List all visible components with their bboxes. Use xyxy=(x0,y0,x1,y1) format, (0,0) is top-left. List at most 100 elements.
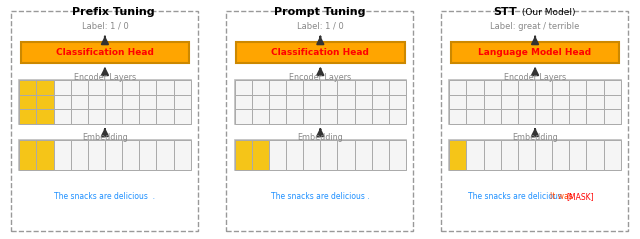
Bar xyxy=(88,140,105,170)
Bar xyxy=(389,109,406,124)
Bar xyxy=(54,95,70,109)
Bar xyxy=(535,95,552,109)
Bar xyxy=(70,95,88,109)
Bar xyxy=(389,95,406,109)
Bar xyxy=(235,109,252,124)
Bar xyxy=(449,109,467,124)
Text: [MASK]: [MASK] xyxy=(566,192,594,201)
Bar xyxy=(105,109,122,124)
Bar xyxy=(500,140,518,170)
Bar xyxy=(156,95,173,109)
Bar xyxy=(140,80,156,95)
Bar xyxy=(518,80,535,95)
Text: Encoder Layers: Encoder Layers xyxy=(74,73,136,82)
Bar xyxy=(570,140,586,170)
Bar xyxy=(320,140,337,170)
Bar xyxy=(269,140,286,170)
Bar xyxy=(286,109,303,124)
Bar xyxy=(88,95,105,109)
Bar xyxy=(286,140,303,170)
Bar xyxy=(372,109,389,124)
Bar xyxy=(286,95,303,109)
Bar xyxy=(484,95,500,109)
Bar xyxy=(140,95,156,109)
Bar xyxy=(303,109,320,124)
Bar xyxy=(19,80,36,95)
Text: Prefix Tuning: Prefix Tuning xyxy=(72,7,154,17)
Bar xyxy=(355,140,372,170)
Text: The snacks are delicious .: The snacks are delicious . xyxy=(271,192,370,201)
Bar xyxy=(269,95,286,109)
Bar xyxy=(552,109,570,124)
Bar xyxy=(604,95,621,109)
Bar xyxy=(451,42,620,63)
Text: (Our Model): (Our Model) xyxy=(519,7,576,16)
Bar xyxy=(122,140,140,170)
Bar xyxy=(586,95,604,109)
Bar xyxy=(303,95,320,109)
Text: Language Model Head: Language Model Head xyxy=(479,48,591,57)
Bar xyxy=(227,11,413,231)
Text: Classification Head: Classification Head xyxy=(56,48,154,57)
Bar xyxy=(235,95,252,109)
Bar xyxy=(252,80,269,95)
Bar xyxy=(586,140,604,170)
Bar xyxy=(235,140,252,170)
Bar xyxy=(518,95,535,109)
Bar xyxy=(518,109,535,124)
Bar xyxy=(535,109,552,124)
Bar xyxy=(500,95,518,109)
Bar xyxy=(337,80,355,95)
Bar xyxy=(105,95,122,109)
Bar xyxy=(122,95,140,109)
Bar xyxy=(252,109,269,124)
Bar xyxy=(252,140,269,170)
Text: Prompt Tuning: Prompt Tuning xyxy=(275,7,365,17)
Bar xyxy=(467,95,484,109)
Bar xyxy=(355,95,372,109)
Bar xyxy=(269,80,286,95)
Bar xyxy=(20,42,189,63)
Bar xyxy=(570,80,586,95)
Bar xyxy=(449,95,467,109)
Bar xyxy=(604,140,621,170)
Bar xyxy=(355,80,372,95)
Bar xyxy=(173,140,191,170)
Bar xyxy=(552,80,570,95)
Bar xyxy=(19,95,36,109)
Bar xyxy=(156,140,173,170)
Bar xyxy=(467,140,484,170)
Bar xyxy=(449,80,467,95)
Bar xyxy=(173,95,191,109)
Bar xyxy=(467,109,484,124)
Bar xyxy=(36,80,54,95)
Bar xyxy=(570,109,586,124)
Bar xyxy=(235,80,252,95)
Bar xyxy=(570,95,586,109)
Bar xyxy=(54,80,70,95)
Bar xyxy=(467,80,484,95)
Bar xyxy=(122,80,140,95)
Bar xyxy=(252,95,269,109)
Bar xyxy=(484,80,500,95)
Text: Encoder Layers: Encoder Layers xyxy=(504,73,566,82)
Bar xyxy=(173,109,191,124)
Bar xyxy=(337,95,355,109)
Bar xyxy=(36,109,54,124)
Bar xyxy=(484,109,500,124)
Bar xyxy=(355,109,372,124)
Bar xyxy=(586,80,604,95)
Bar xyxy=(500,109,518,124)
Bar xyxy=(173,80,191,95)
Bar xyxy=(320,95,337,109)
Bar xyxy=(389,140,406,170)
Bar xyxy=(535,140,552,170)
Bar xyxy=(70,80,88,95)
Bar xyxy=(449,140,621,170)
Bar xyxy=(19,140,191,170)
Bar xyxy=(122,109,140,124)
Bar xyxy=(36,140,54,170)
Bar xyxy=(449,80,621,124)
Bar xyxy=(70,109,88,124)
Bar xyxy=(88,109,105,124)
